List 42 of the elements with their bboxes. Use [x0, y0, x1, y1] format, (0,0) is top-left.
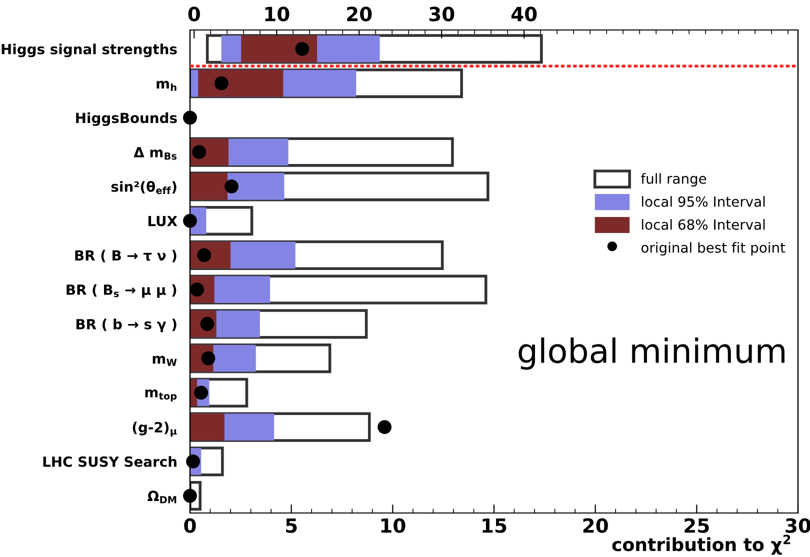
y-tick-label: Ω$_{DM}$ [148, 490, 176, 504]
x2-tick-label: 30 [429, 6, 454, 22]
y-tick-label: BR ( b → s γ ) [76, 318, 176, 332]
y-tick-label: m$_{W}$ [152, 356, 177, 366]
x-tick-label: 20 [583, 518, 608, 533]
bar [198, 70, 284, 97]
point [183, 214, 197, 228]
legend-label: full range [641, 173, 706, 187]
annotation: global minimum [518, 337, 784, 370]
legend-label: original best fit point [641, 242, 786, 256]
point [214, 76, 228, 90]
y-tick-label: LHC SUSY Search [43, 456, 176, 467]
x-tick-label: 5 [286, 518, 297, 533]
y-tick-label: BR ( B$_{s}$ → μ μ ) [66, 284, 176, 298]
y-tick-label: (g-2)$_{μ}$ [132, 422, 177, 437]
x-tick-label: 15 [482, 518, 506, 533]
x-tick-label: 25 [684, 518, 709, 533]
point [183, 488, 197, 503]
bar [190, 173, 228, 200]
y-tick-label: m$_{h}$ [156, 80, 176, 91]
y-tick-label: Δ m$_{Bs}$ [134, 147, 177, 160]
point [224, 179, 238, 194]
x2-tick-label: 40 [511, 6, 537, 22]
y-tick-label: LUX [148, 216, 178, 226]
point [186, 454, 200, 468]
point [183, 110, 197, 125]
point [378, 420, 392, 434]
legend-label: local 95% Interval [642, 196, 765, 207]
x2-tick-label: 20 [347, 6, 372, 22]
y-tick-label: Higgs signal strengths [2, 44, 177, 58]
legend-label: local 68% Interval [642, 219, 765, 230]
x-tick-label: 0 [184, 518, 196, 533]
x2-tick-label: 0 [188, 6, 200, 22]
y-tick-label: HiggsBounds [76, 112, 177, 126]
bar [190, 414, 224, 440]
y-tick-label: BR ( B → τ ν ) [75, 250, 176, 262]
point [192, 145, 206, 159]
x2-tick-label: 10 [265, 6, 290, 22]
x-tick-label: 10 [381, 518, 406, 533]
y-tick-label: m$_{top}$ [145, 389, 177, 402]
y-tick-label: sin²(θ$_{eff}$) [111, 181, 176, 194]
x-axis-title: contribution to χ$^{2}$ [612, 534, 790, 555]
